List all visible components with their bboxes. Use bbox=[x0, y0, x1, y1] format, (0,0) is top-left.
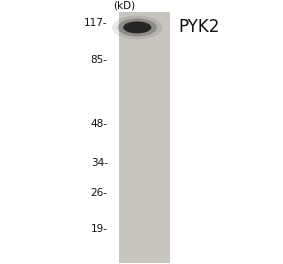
Text: 117-: 117- bbox=[84, 18, 108, 29]
Ellipse shape bbox=[112, 16, 163, 39]
Ellipse shape bbox=[123, 21, 151, 33]
Text: PYK2: PYK2 bbox=[178, 18, 220, 36]
Text: (kD): (kD) bbox=[113, 1, 136, 11]
Text: 26-: 26- bbox=[91, 188, 108, 198]
Text: 19-: 19- bbox=[91, 224, 108, 234]
Bar bbox=[119, 12, 170, 263]
Text: 85-: 85- bbox=[91, 55, 108, 65]
Text: 48-: 48- bbox=[91, 119, 108, 129]
Text: 34-: 34- bbox=[91, 158, 108, 168]
Ellipse shape bbox=[117, 18, 157, 36]
